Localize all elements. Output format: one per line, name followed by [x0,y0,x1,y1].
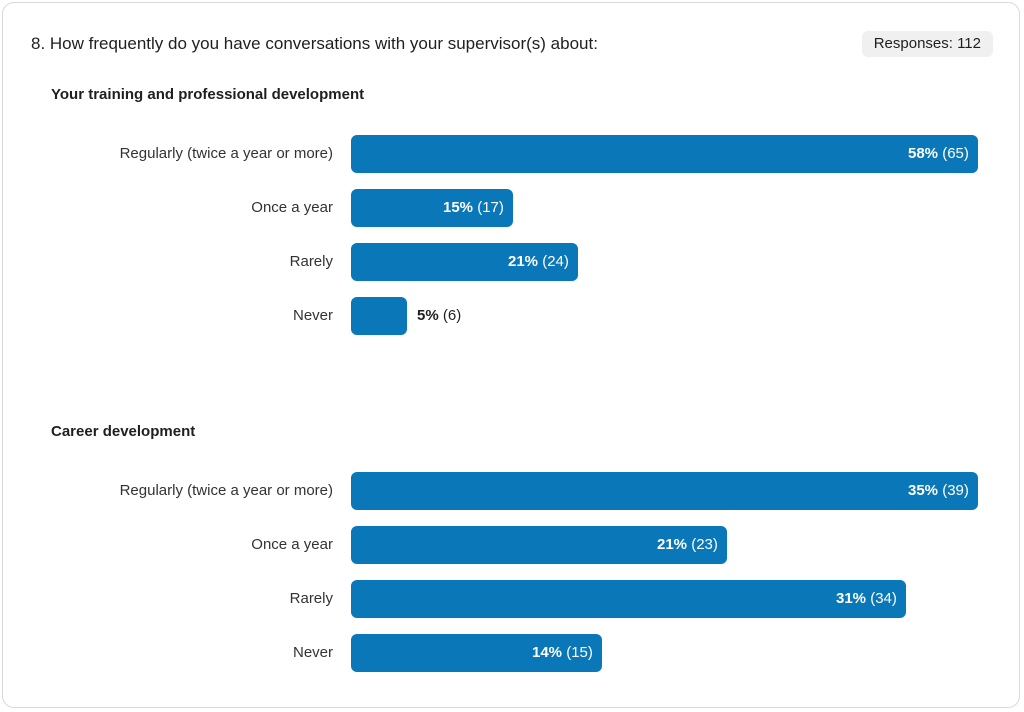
category-label: Never [292,644,333,661]
bar [351,580,906,618]
count-label: (17) [477,199,504,216]
data-label: 21% (24) [508,243,569,281]
data-label: 5% (6) [417,297,461,335]
data-label: 35% (39) [908,472,969,510]
category-label: Once a year [251,536,333,553]
data-label: 14% (15) [532,634,593,672]
category-label: Rarely [289,253,333,270]
chart-title: Career development [51,423,196,440]
bar-row: Rarely 31% (34) [3,580,1021,618]
bar [351,526,727,564]
bar [351,472,978,510]
percent-label: 5% [417,307,439,324]
bar-row: Never 5% (6) [3,297,1021,335]
count-label: (65) [942,145,969,162]
percent-label: 35% [908,482,939,499]
bar-row: Regularly (twice a year or more) 58% (65) [3,135,1021,173]
count-label: (39) [942,482,969,499]
count-label: (23) [691,536,718,553]
count-label: (6) [442,307,462,324]
bar-row: Rarely 21% (24) [3,243,1021,281]
bar-row: Regularly (twice a year or more) 35% (39) [3,472,1021,510]
count-label: (34) [870,590,897,607]
bar-row: Once a year 21% (23) [3,526,1021,564]
bar-row: Never 14% (15) [3,634,1021,672]
category-label: Regularly (twice a year or more) [119,482,333,499]
percent-label: 31% [836,590,867,607]
bar [351,189,513,227]
count-label: (15) [566,644,593,661]
data-label: 21% (23) [657,526,718,564]
bar-row: Once a year 15% (17) [3,189,1021,227]
bar [351,297,407,335]
bar [351,135,978,173]
data-label: 31% (34) [836,580,897,618]
data-label: 58% (65) [908,135,969,173]
percent-label: 21% [508,253,539,270]
category-label: Never [292,307,333,324]
responses-badge: Responses: 112 [861,31,993,57]
data-label: 15% (17) [443,189,504,227]
percent-label: 58% [908,145,939,162]
percent-label: 21% [657,536,688,553]
percent-label: 14% [532,644,563,661]
bar [351,634,602,672]
question-title: 8. How frequently do you have conversati… [31,34,598,53]
category-label: Once a year [251,199,333,216]
chart-title: Your training and professional developme… [51,86,365,103]
category-label: Regularly (twice a year or more) [119,145,333,162]
count-label: (24) [542,253,569,270]
bar [351,243,578,281]
percent-label: 15% [443,199,474,216]
category-label: Rarely [289,590,333,607]
